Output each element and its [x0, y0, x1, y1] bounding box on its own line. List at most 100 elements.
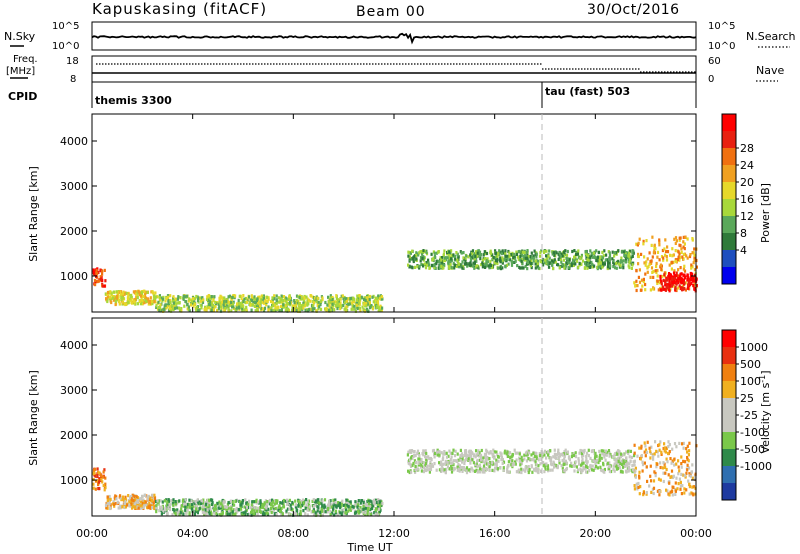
range-gate-cell [241, 501, 244, 505]
range-gate-cell [136, 496, 140, 500]
range-gate-cell [255, 303, 258, 307]
range-gate-cell [165, 297, 168, 301]
range-gate-cell [584, 251, 587, 255]
range-gate-cell [332, 300, 335, 304]
range-gate-cell [316, 512, 319, 516]
range-gate-cell [251, 296, 254, 300]
range-gate-cell [425, 263, 429, 267]
range-gate-cell [211, 501, 214, 505]
range-gate-cell [310, 510, 313, 514]
range-gate-cell [272, 509, 275, 513]
range-gate-cell [658, 243, 661, 247]
range-gate-cell [139, 294, 143, 298]
range-gate-cell [607, 466, 610, 471]
range-gate-cell [130, 301, 134, 305]
range-gate-cell [149, 299, 152, 303]
range-gate-cell [597, 261, 600, 265]
range-gate-cell [409, 463, 412, 467]
range-gate-cell [206, 508, 209, 512]
range-gate-cell [228, 294, 232, 298]
range-gate-cell [379, 500, 382, 504]
range-gate-cell [613, 262, 616, 266]
range-gate-cell [123, 503, 126, 507]
range-gate-cell [568, 258, 571, 262]
range-gate-cell [269, 507, 273, 511]
range-gate-cell [670, 490, 673, 494]
range-gate-cell [602, 449, 605, 453]
range-gate-cell [377, 498, 380, 502]
range-gate-cell [117, 295, 120, 299]
range-gate-cell [206, 498, 209, 502]
range-gate-cell [537, 467, 540, 471]
range-gate-cell [164, 507, 167, 511]
range-gate-cell [166, 295, 170, 299]
range-gate-cell [184, 508, 187, 512]
range-gate-cell [667, 451, 670, 456]
range-gate-cell [349, 296, 352, 300]
range-gate-cell [629, 449, 632, 453]
range-gate-cell [302, 501, 305, 505]
range-gate-cell [200, 306, 203, 310]
range-gate-cell [94, 487, 97, 491]
range-gate-cell [598, 455, 601, 459]
range-gate-cell [261, 307, 264, 311]
range-gate-cell [205, 512, 208, 516]
range-gate-cell [564, 264, 568, 268]
range-gate-cell [130, 298, 133, 302]
range-gate-cell [249, 302, 252, 306]
range-gate-cell [262, 512, 265, 516]
range-gate-cell [538, 254, 542, 258]
range-gate-cell [291, 508, 294, 512]
range-gate-cell [299, 509, 302, 513]
range-gate-cell [671, 247, 674, 251]
range-gate-cell [683, 276, 687, 280]
range-gate-cell [414, 468, 417, 472]
range-gate-cell [478, 250, 482, 254]
range-gate-cell [602, 263, 605, 267]
range-gate-cell [688, 287, 691, 291]
range-gate-cell [518, 249, 521, 254]
range-gate-cell [100, 477, 103, 481]
range-gate-cell [122, 296, 125, 300]
range-gate-cell [185, 511, 188, 515]
range-gate-cell [636, 284, 639, 288]
range-gate-cell [158, 298, 162, 302]
range-gate-cell [251, 303, 254, 307]
range-gate-cell [470, 454, 473, 459]
range-gate-cell [596, 466, 599, 470]
range-gate-cell [664, 249, 668, 254]
range-gate-cell [606, 260, 610, 264]
range-gate-cell [319, 307, 323, 311]
range-gate-cell [447, 261, 450, 265]
range-gate-cell [310, 294, 313, 298]
range-gate-cell [546, 464, 550, 468]
range-gate-cell [553, 258, 556, 262]
range-gate-cell [445, 451, 448, 455]
range-gate-cell [662, 278, 665, 282]
range-gate-cell [113, 496, 116, 500]
range-gate-cell [504, 265, 507, 269]
range-gate-cell [500, 458, 503, 462]
range-gate-cell [232, 508, 236, 512]
range-gate-cell [506, 257, 509, 262]
range-gate-cell [354, 500, 357, 504]
range-gate-cell [428, 467, 431, 472]
range-gate-cell [598, 256, 601, 261]
range-gate-cell [229, 499, 232, 503]
range-gate-cell [620, 452, 623, 456]
range-gate-cell [306, 499, 309, 503]
range-gate-cell [113, 502, 116, 506]
range-gate-cell [274, 303, 277, 307]
range-gate-cell [665, 283, 668, 287]
range-gate-cell [295, 508, 298, 512]
range-gate-cell [530, 465, 533, 469]
range-gate-cell [157, 499, 160, 503]
range-gate-cell [691, 237, 694, 241]
range-gate-cell [560, 464, 563, 468]
range-gate-cell [658, 280, 661, 284]
range-gate-cell [626, 464, 629, 468]
range-gate-cell [583, 448, 586, 453]
range-gate-cell [162, 295, 165, 299]
range-gate-cell [262, 296, 265, 300]
range-gate-cell [679, 487, 682, 491]
